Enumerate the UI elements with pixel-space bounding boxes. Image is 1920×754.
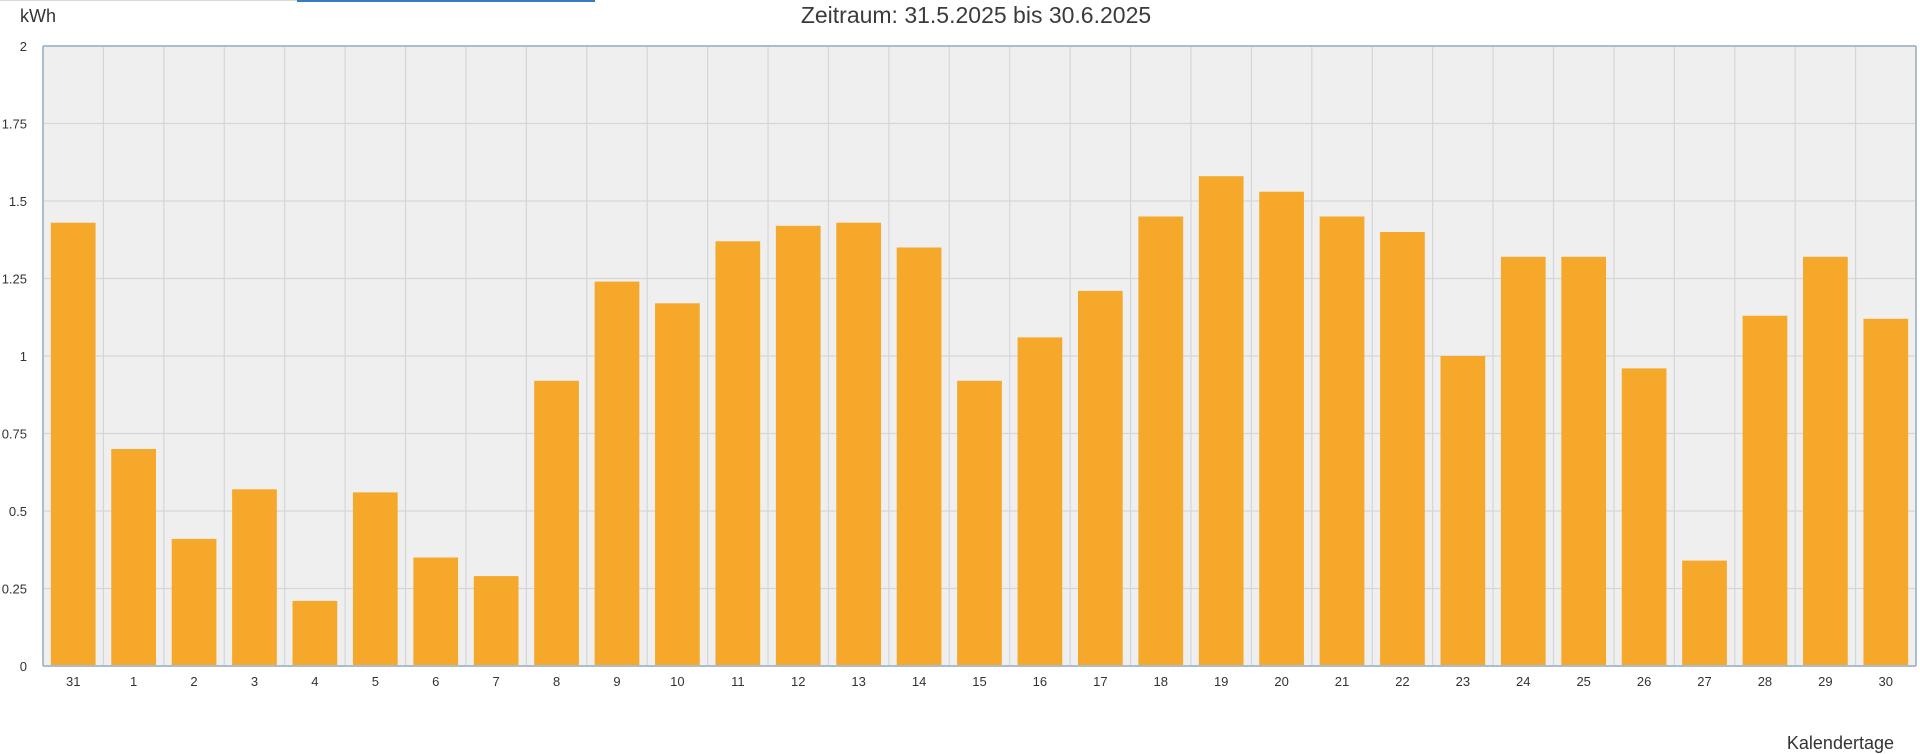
x-tick-label: 15 <box>972 674 986 689</box>
y-tick-label: 0.25 <box>2 582 27 597</box>
x-tick-label: 27 <box>1697 674 1711 689</box>
bar <box>1077 290 1123 666</box>
x-tick-label: 18 <box>1154 674 1168 689</box>
bar <box>1198 176 1244 666</box>
x-tick-label: 12 <box>791 674 805 689</box>
x-tick-label: 9 <box>613 674 620 689</box>
bar <box>1561 256 1607 666</box>
x-tick-label: 22 <box>1395 674 1409 689</box>
bar <box>957 380 1002 666</box>
bar <box>232 489 277 666</box>
y-tick-label: 0.5 <box>9 504 27 519</box>
x-tick-label: 13 <box>851 674 865 689</box>
bar <box>1500 256 1546 666</box>
y-tick-label: 1.75 <box>2 117 27 132</box>
bar <box>896 247 942 666</box>
bar <box>1863 318 1909 666</box>
bar <box>1138 216 1184 666</box>
bar <box>1319 216 1365 666</box>
x-tick-label: 14 <box>912 674 926 689</box>
x-tick-label: 7 <box>493 674 500 689</box>
y-tick-label: 1 <box>20 349 27 364</box>
bar <box>655 303 700 666</box>
bar <box>594 281 640 666</box>
x-tick-label: 10 <box>670 674 684 689</box>
bar <box>1803 256 1848 666</box>
bar <box>292 600 338 666</box>
x-tick-label: 20 <box>1274 674 1288 689</box>
bar <box>715 241 761 667</box>
bar <box>1380 232 1425 666</box>
active-tab-indicator <box>297 0 595 2</box>
bar <box>1621 368 1667 666</box>
x-tick-label: 30 <box>1879 674 1893 689</box>
bar <box>1682 560 1727 666</box>
bar <box>473 576 519 666</box>
bar <box>836 222 882 666</box>
x-tick-label: 3 <box>251 674 258 689</box>
x-tick-label: 8 <box>553 674 560 689</box>
x-tick-label: 25 <box>1576 674 1590 689</box>
x-tick-label: 2 <box>190 674 197 689</box>
y-tick-label: 1.25 <box>2 272 27 287</box>
x-tick-label: 26 <box>1637 674 1651 689</box>
bar <box>1440 356 1486 666</box>
bar <box>50 222 96 666</box>
x-tick-label: 21 <box>1335 674 1349 689</box>
bar <box>352 492 398 666</box>
x-tick-label: 6 <box>432 674 439 689</box>
x-tick-label: 19 <box>1214 674 1228 689</box>
x-tick-label: 24 <box>1516 674 1530 689</box>
bar <box>111 449 156 666</box>
top-divider <box>0 0 297 1</box>
bar <box>1742 315 1788 666</box>
y-tick-label: 1.5 <box>9 194 27 209</box>
bar <box>171 538 217 666</box>
x-tick-label: 23 <box>1456 674 1470 689</box>
chart-title: Zeitraum: 31.5.2025 bis 30.6.2025 <box>800 2 1152 28</box>
bar <box>1017 337 1063 666</box>
bar <box>413 557 459 666</box>
x-tick-label: 17 <box>1093 674 1107 689</box>
x-tick-label: 5 <box>372 674 379 689</box>
y-tick-label: 2 <box>20 39 27 54</box>
x-axis-label: Kalendertage <box>1786 733 1894 753</box>
x-tick-label: 4 <box>311 674 318 689</box>
x-tick-label: 1 <box>130 674 137 689</box>
x-tick-label: 28 <box>1758 674 1772 689</box>
bar <box>775 225 821 667</box>
y-axis-label: kWh <box>20 6 56 26</box>
bar <box>534 380 579 666</box>
x-tick-label: 29 <box>1818 674 1832 689</box>
bar <box>1259 191 1304 666</box>
x-tick-label: 11 <box>731 674 745 689</box>
x-tick-label: 31 <box>66 674 80 689</box>
y-tick-label: 0 <box>20 659 27 674</box>
x-tick-label: 16 <box>1033 674 1047 689</box>
y-tick-label: 0.75 <box>2 427 27 442</box>
